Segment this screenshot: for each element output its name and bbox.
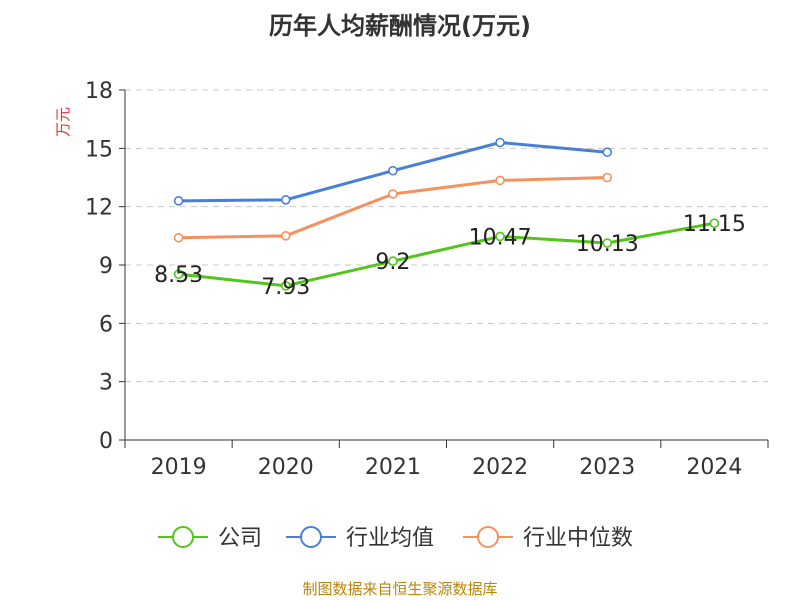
legend-label: 公司 [218,526,262,551]
data-label: 10.47 [469,225,532,250]
data-point [602,172,613,183]
data-point [280,195,291,205]
legend-marker [477,526,499,548]
data-point [495,231,505,242]
x-tick-label: 2019 [151,455,207,480]
y-tick-label: 15 [85,137,113,162]
data-point [173,269,184,279]
data-point [173,196,184,206]
y-axis-label: 万元 [54,107,72,137]
data-label: 8.53 [154,263,203,288]
chart-title: 历年人均薪酬情况(万元) [269,12,531,40]
legend-marker [300,526,322,548]
y-tick-label: 3 [99,371,113,396]
data-point [173,232,184,243]
y-tick-label: 9 [99,254,113,279]
data-point [280,231,291,241]
data-point [495,137,505,148]
data-label: 11.15 [683,212,746,237]
data-label: 7.93 [261,275,310,300]
y-tick-label: 6 [99,312,113,337]
y-tick-label: 0 [99,429,113,454]
data-point [388,256,398,266]
data-point [280,281,291,291]
data-point [388,189,398,199]
legend-label: 行业均值 [346,526,434,551]
data-point [602,147,613,158]
source-footer: 制图数据来自恒生聚源数据库 [302,580,498,598]
legend-label: 行业中位数 [523,526,633,551]
x-tick-label: 2024 [686,455,742,480]
legend-marker [172,526,194,548]
series-line [178,176,608,240]
x-tick-label: 2022 [472,455,528,480]
data-label: 10.13 [576,232,639,257]
x-tick-label: 2020 [258,455,314,480]
x-tick-label: 2021 [365,455,421,480]
data-label: 9.2 [375,250,410,275]
series-line [178,221,715,288]
y-tick-label: 18 [85,79,113,104]
data-point [709,218,720,228]
x-tick-label: 2023 [579,455,635,480]
data-point [388,165,398,176]
data-point [495,175,505,186]
data-point [602,238,613,248]
y-tick-label: 12 [85,196,113,221]
